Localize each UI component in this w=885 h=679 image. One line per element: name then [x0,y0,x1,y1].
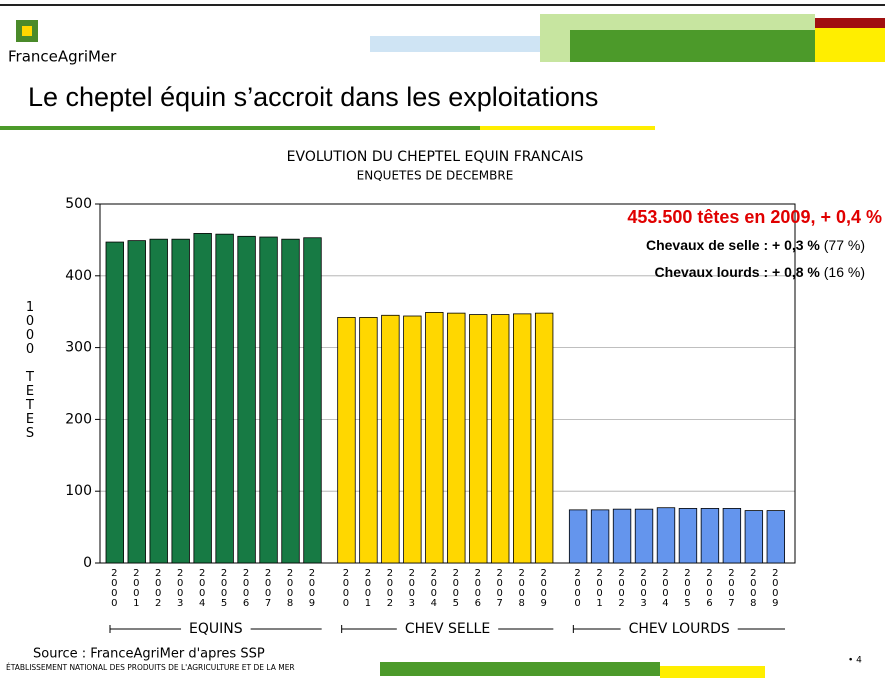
x-tick-label: 2008 [516,568,527,608]
x-tick-label: 2009 [306,568,317,608]
page-number: • 4 [848,656,862,666]
x-tick-label: 2001 [362,568,373,608]
bar [193,233,212,564]
y-tick-label: 500 [65,196,92,212]
group-label: CHEV SELLE [405,621,490,637]
x-tick-label: 2009 [538,568,549,608]
x-tick-label: 2004 [428,568,439,608]
x-tick-label: 2005 [450,568,461,608]
y-tick-label: 400 [65,268,92,284]
bar [381,314,400,564]
annotation: 453.500 têtes en 2009, + 0,4 % [627,207,882,227]
footer-band [380,662,660,676]
logo-text: FranceAgriMer [8,48,117,66]
annotation-part: Chevaux de selle : + 0,3 % [646,237,820,253]
bar [612,508,632,564]
bar [491,314,510,564]
chart-subtitle: ENQUETES DE DECEMBRE [357,169,514,183]
logo-icon-inner [22,26,32,36]
bar [744,510,764,564]
bar [513,313,532,564]
x-tick-label: 2008 [285,568,296,608]
bar [259,236,278,564]
y-tick-label: 300 [65,340,92,356]
x-tick-label: 2000 [340,568,351,608]
y-axis-label: 1000 TETES [23,300,38,440]
bar [590,509,610,564]
x-tick-label: 2007 [263,568,274,608]
bar [722,508,742,564]
x-tick-label: 2005 [219,568,230,608]
bar [403,315,422,564]
x-tick-label: 2002 [153,568,164,608]
bar [678,508,698,564]
annotation-part: (77 %) [820,237,865,253]
annotation-part: (16 %) [820,264,865,280]
bar [237,235,256,564]
title-rule [0,126,480,130]
header-band [570,30,815,62]
group-label: CHEV LOURDS [629,621,730,637]
bar [469,314,488,564]
org-name: ÉTABLISSEMENT NATIONAL DES PRODUITS DE L… [6,663,295,672]
x-tick-label: 2000 [109,568,120,608]
x-tick-label: 2003 [406,568,417,608]
bar [700,508,720,564]
x-tick-label: 2007 [494,568,505,608]
chart-title: EVOLUTION DU CHEPTEL EQUIN FRANCAIS [287,149,584,165]
source: Source : FranceAgriMer d'apres SSP [33,647,265,662]
header-band [815,18,885,28]
bar [303,237,322,564]
x-tick-label: 2006 [704,568,715,608]
x-tick-label: 2002 [616,568,627,608]
bar [105,241,124,564]
bar [171,238,190,564]
bar [656,507,676,564]
x-tick-label: 2003 [175,568,186,608]
annotation-part: 453.500 têtes en 2009, + 0,4 % [627,207,882,227]
x-tick-label: 2006 [241,568,252,608]
x-tick-label: 2003 [638,568,649,608]
x-tick-label: 2001 [131,568,142,608]
slide-title: Le cheptel équin s’accroit dans les expl… [28,82,598,112]
x-tick-label: 2004 [660,568,671,608]
x-tick-label: 2000 [572,568,583,608]
bar [149,238,168,564]
y-tick-label: 200 [65,411,92,427]
x-tick-label: 2001 [594,568,605,608]
annotation: Chevaux lourds : + 0,8 % (16 %) [655,264,865,280]
x-tick-label: 2007 [726,568,737,608]
y-tick-label: 100 [65,483,92,499]
annotation-part: Chevaux lourds : + 0,8 % [655,264,821,280]
x-tick-label: 2009 [770,568,781,608]
bar [568,509,588,564]
bar [359,317,378,564]
x-tick-label: 2005 [682,568,693,608]
bar [215,233,234,564]
annotation: Chevaux de selle : + 0,3 % (77 %) [646,237,865,253]
bar [447,312,466,564]
bar [281,238,300,564]
bar [337,317,356,564]
bar [425,312,444,564]
footer-band [660,666,765,678]
header-band [370,36,540,52]
bar [634,508,654,564]
bar [766,510,786,564]
bar [127,240,146,564]
group-label: EQUINS [189,621,243,637]
x-tick-label: 2008 [748,568,759,608]
bar [534,312,554,564]
x-tick-label: 2002 [384,568,395,608]
header-band [815,22,885,62]
x-tick-label: 2004 [197,568,208,608]
x-tick-label: 2006 [472,568,483,608]
y-tick-label: 0 [83,555,92,571]
title-rule [480,126,655,130]
